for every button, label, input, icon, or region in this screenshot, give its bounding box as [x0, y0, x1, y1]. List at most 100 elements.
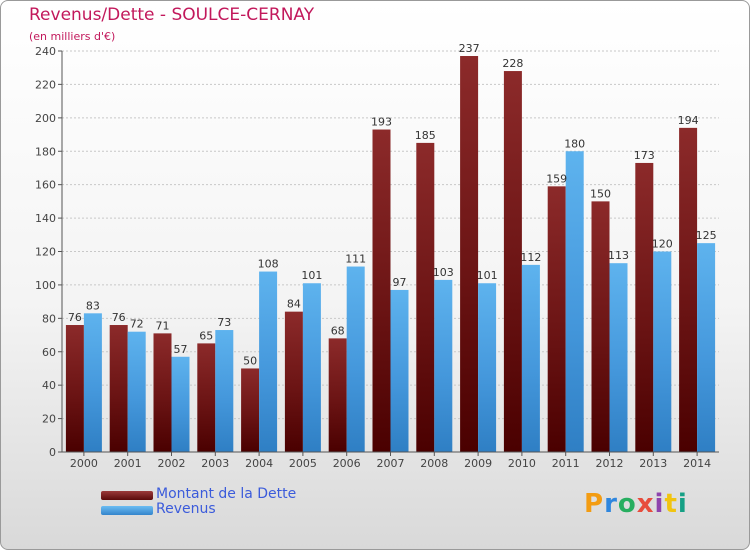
bar-revenus — [609, 263, 628, 452]
bar-revenus — [697, 243, 716, 452]
x-tick-label: 2001 — [114, 457, 142, 470]
logo-letter: t — [664, 489, 678, 519]
bar-dette — [635, 162, 654, 452]
y-tick-label: 80 — [42, 312, 56, 325]
value-label: 193 — [371, 116, 392, 129]
x-tick-label: 2003 — [201, 457, 229, 470]
bar-revenus — [259, 271, 278, 452]
chart-title: Revenus/Dette - SOULCE-CERNAY — [29, 5, 315, 25]
value-label: 120 — [652, 238, 673, 251]
logo-letter: P — [584, 489, 605, 519]
value-label: 125 — [696, 229, 717, 242]
bar-revenus — [478, 283, 497, 452]
y-tick-label: 40 — [42, 379, 56, 392]
value-label: 150 — [590, 187, 611, 200]
value-label: 76 — [68, 311, 82, 324]
value-label: 228 — [502, 57, 523, 70]
x-tick-label: 2009 — [464, 457, 492, 470]
bar-dette — [372, 129, 391, 452]
value-label: 103 — [433, 266, 454, 279]
x-tick-label: 2013 — [639, 457, 667, 470]
legend-swatch-revenus — [101, 506, 153, 515]
x-tick-label: 2005 — [289, 457, 317, 470]
chart-subtitle: (en milliers d'€) — [29, 30, 116, 43]
logo-letter: i — [677, 489, 688, 519]
x-tick-label: 2004 — [245, 457, 273, 470]
value-label: 112 — [520, 251, 541, 264]
value-label: 108 — [258, 258, 279, 271]
x-tick-label: 2002 — [158, 457, 186, 470]
value-label: 83 — [86, 299, 100, 312]
bar-dette — [241, 368, 260, 452]
x-tick-label: 2000 — [70, 457, 98, 470]
y-tick-label: 0 — [49, 446, 56, 459]
bar-revenus — [565, 151, 584, 452]
bar-revenus — [215, 330, 234, 452]
bars — [65, 56, 716, 453]
y-tick-label: 160 — [35, 179, 56, 192]
bar-revenus — [83, 313, 102, 452]
x-tick-label: 2010 — [508, 457, 536, 470]
logo-letter: x — [636, 489, 655, 519]
legend-label-revenus: Revenus — [156, 501, 216, 517]
y-tick-label: 60 — [42, 346, 56, 359]
proxiti-logo: Proxiti — [584, 489, 688, 519]
value-labels: 76 83 76 72 71 57 65 73 50 108 84 101 68 111 193 97 185 1… — [68, 42, 717, 367]
bar-revenus — [127, 331, 146, 452]
bar-revenus — [521, 264, 540, 452]
y-tick-label: 20 — [42, 413, 56, 426]
value-label: 57 — [174, 343, 188, 356]
value-label: 173 — [634, 149, 655, 162]
value-label: 73 — [217, 316, 231, 329]
value-label: 65 — [199, 329, 213, 342]
value-label: 101 — [301, 269, 322, 282]
x-tick-label: 2007 — [377, 457, 405, 470]
x-tick-label: 2011 — [552, 457, 580, 470]
bar-dette — [65, 325, 84, 452]
value-label: 101 — [477, 269, 498, 282]
value-label: 71 — [156, 319, 170, 332]
logo-letter: o — [617, 489, 637, 519]
value-label: 68 — [331, 324, 345, 337]
bar-revenus — [302, 283, 321, 452]
x-tick-label: 2008 — [420, 457, 448, 470]
logo-letter: r — [604, 489, 618, 519]
value-label: 180 — [564, 137, 585, 150]
y-tick-label: 220 — [35, 78, 56, 91]
y-tick-label: 120 — [35, 246, 56, 259]
y-tick-label: 100 — [35, 279, 56, 292]
x-tick-label: 2006 — [333, 457, 361, 470]
value-label: 185 — [415, 129, 436, 142]
legend-swatch-dette — [101, 491, 153, 500]
bar-revenus — [653, 251, 672, 452]
bar-dette — [153, 333, 172, 452]
x-tick-label: 2014 — [683, 457, 711, 470]
value-label: 111 — [345, 253, 366, 266]
bar-dette — [460, 56, 479, 452]
value-label: 76 — [112, 311, 126, 324]
bar-dette — [109, 325, 128, 452]
y-tick-label: 240 — [35, 45, 56, 58]
value-label: 72 — [130, 318, 144, 331]
bar-dette — [197, 343, 216, 452]
bar-dette — [503, 71, 522, 453]
value-label: 237 — [459, 42, 480, 55]
bar-revenus — [434, 279, 453, 452]
bar-revenus — [346, 266, 365, 452]
axes: 0 20 40 60 80 100 120 140 160 180 200 220 240 2000 200… — [35, 45, 719, 470]
value-label: 84 — [287, 298, 301, 311]
bar-dette — [547, 186, 566, 452]
bar-dette — [328, 338, 347, 452]
legend-label-dette: Montant de la Dette — [156, 486, 297, 502]
logo-letter: i — [654, 489, 665, 519]
y-tick-label: 180 — [35, 145, 56, 158]
bar-dette — [591, 201, 610, 452]
bar-revenus — [171, 356, 190, 452]
bar-dette — [284, 311, 303, 452]
value-label: 113 — [608, 249, 629, 262]
bar-dette — [679, 127, 698, 452]
value-label: 50 — [243, 354, 257, 367]
value-label: 97 — [393, 276, 407, 289]
